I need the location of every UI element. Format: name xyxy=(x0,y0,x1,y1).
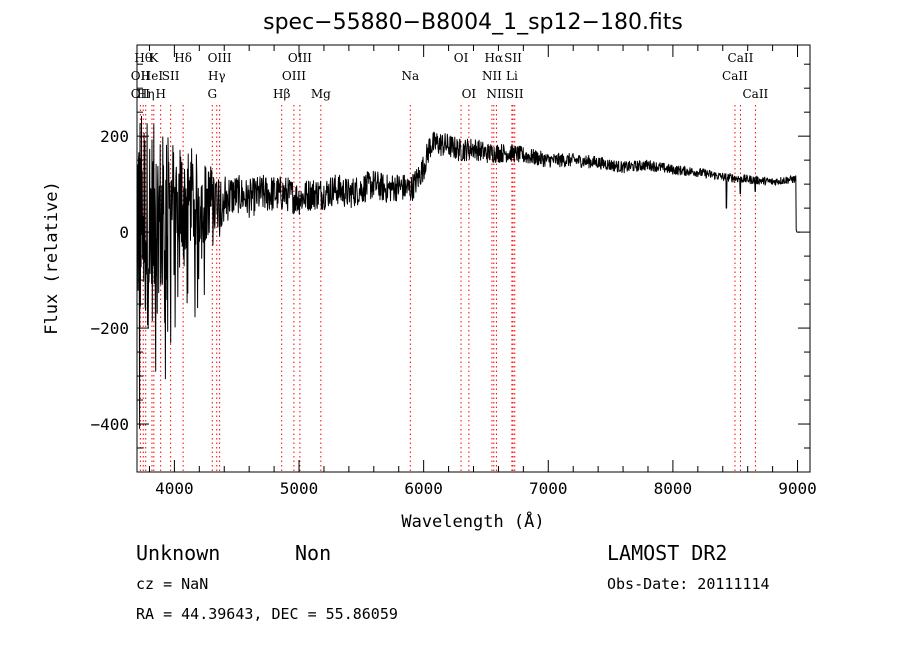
line-marker-label: OIII xyxy=(208,51,232,65)
y-axis-label: Flux (relative) xyxy=(42,181,62,335)
x-tick-label: 6000 xyxy=(404,479,443,498)
coordinates: RA = 44.39643, DEC = 55.86059 xyxy=(136,605,398,623)
plot-frame xyxy=(136,44,811,473)
line-marker-label: OII xyxy=(131,69,151,83)
x-tick-label: 4000 xyxy=(155,479,194,498)
line-marker-label: HeI xyxy=(141,69,164,83)
line-marker-label: Hα xyxy=(485,51,504,65)
object-subclass: Non xyxy=(295,541,332,565)
line-marker-label: H xyxy=(155,87,165,101)
line-marker-layer xyxy=(139,105,756,472)
line-marker-label: Na xyxy=(401,69,419,83)
spectrum-line xyxy=(136,115,800,429)
line-marker-label: G xyxy=(207,87,217,101)
line-marker-label: Hη xyxy=(137,87,155,101)
line-marker-label: SII xyxy=(504,51,522,65)
x-tick-label: 9000 xyxy=(778,479,817,498)
line-marker-label: Hγ xyxy=(208,69,226,83)
line-marker-label: K xyxy=(149,51,159,65)
line-marker-label: OI xyxy=(462,87,477,101)
x-tick-label: 7000 xyxy=(529,479,568,498)
object-class: Unknown xyxy=(136,541,221,565)
line-marker-label: SII xyxy=(506,87,524,101)
survey-name: LAMOST DR2 xyxy=(607,541,728,565)
line-marker-label: NII xyxy=(482,69,502,83)
x-axis-label: Wavelength (Å) xyxy=(401,512,545,532)
y-tick-label: 0 xyxy=(119,223,129,242)
line-marker-label-layer: OII OII Hθ Hη HeI K H SII Hδ G Hγ OIII Hβ OIII OIII Mg N… xyxy=(131,51,769,101)
line-marker-label: CaII xyxy=(742,87,768,101)
x-tick-label: 8000 xyxy=(654,479,693,498)
line-marker-label: Mg xyxy=(311,87,331,101)
redshift-value: cz = NaN xyxy=(136,575,209,593)
line-marker-label: SII xyxy=(162,69,180,83)
line-marker-label: NII xyxy=(486,87,506,101)
line-marker-label: CaII xyxy=(728,51,754,65)
line-marker-label: Hδ xyxy=(174,51,192,65)
axis-tick-layer: 4000 5000 6000 7000 8000 9000 −400 −200 0 200 xyxy=(90,45,817,498)
line-marker-label: OI xyxy=(454,51,469,65)
line-marker-label: CaII xyxy=(722,69,748,83)
y-tick-label: −200 xyxy=(90,319,129,338)
line-marker-label: Li xyxy=(506,69,518,83)
obs-date: Obs-Date: 20111114 xyxy=(607,575,770,593)
y-tick-label: −400 xyxy=(90,415,129,434)
line-marker-label: OIII xyxy=(288,51,312,65)
line-marker-label: OIII xyxy=(282,69,306,83)
line-marker-label: OII xyxy=(131,87,151,101)
line-marker-label: Hβ xyxy=(273,87,290,101)
x-tick-label: 5000 xyxy=(280,479,319,498)
line-marker-label: Hθ xyxy=(134,51,152,65)
chart-title: spec−55880−B8004_1_sp12−180.fits xyxy=(263,10,683,35)
y-tick-label: 200 xyxy=(100,127,129,146)
